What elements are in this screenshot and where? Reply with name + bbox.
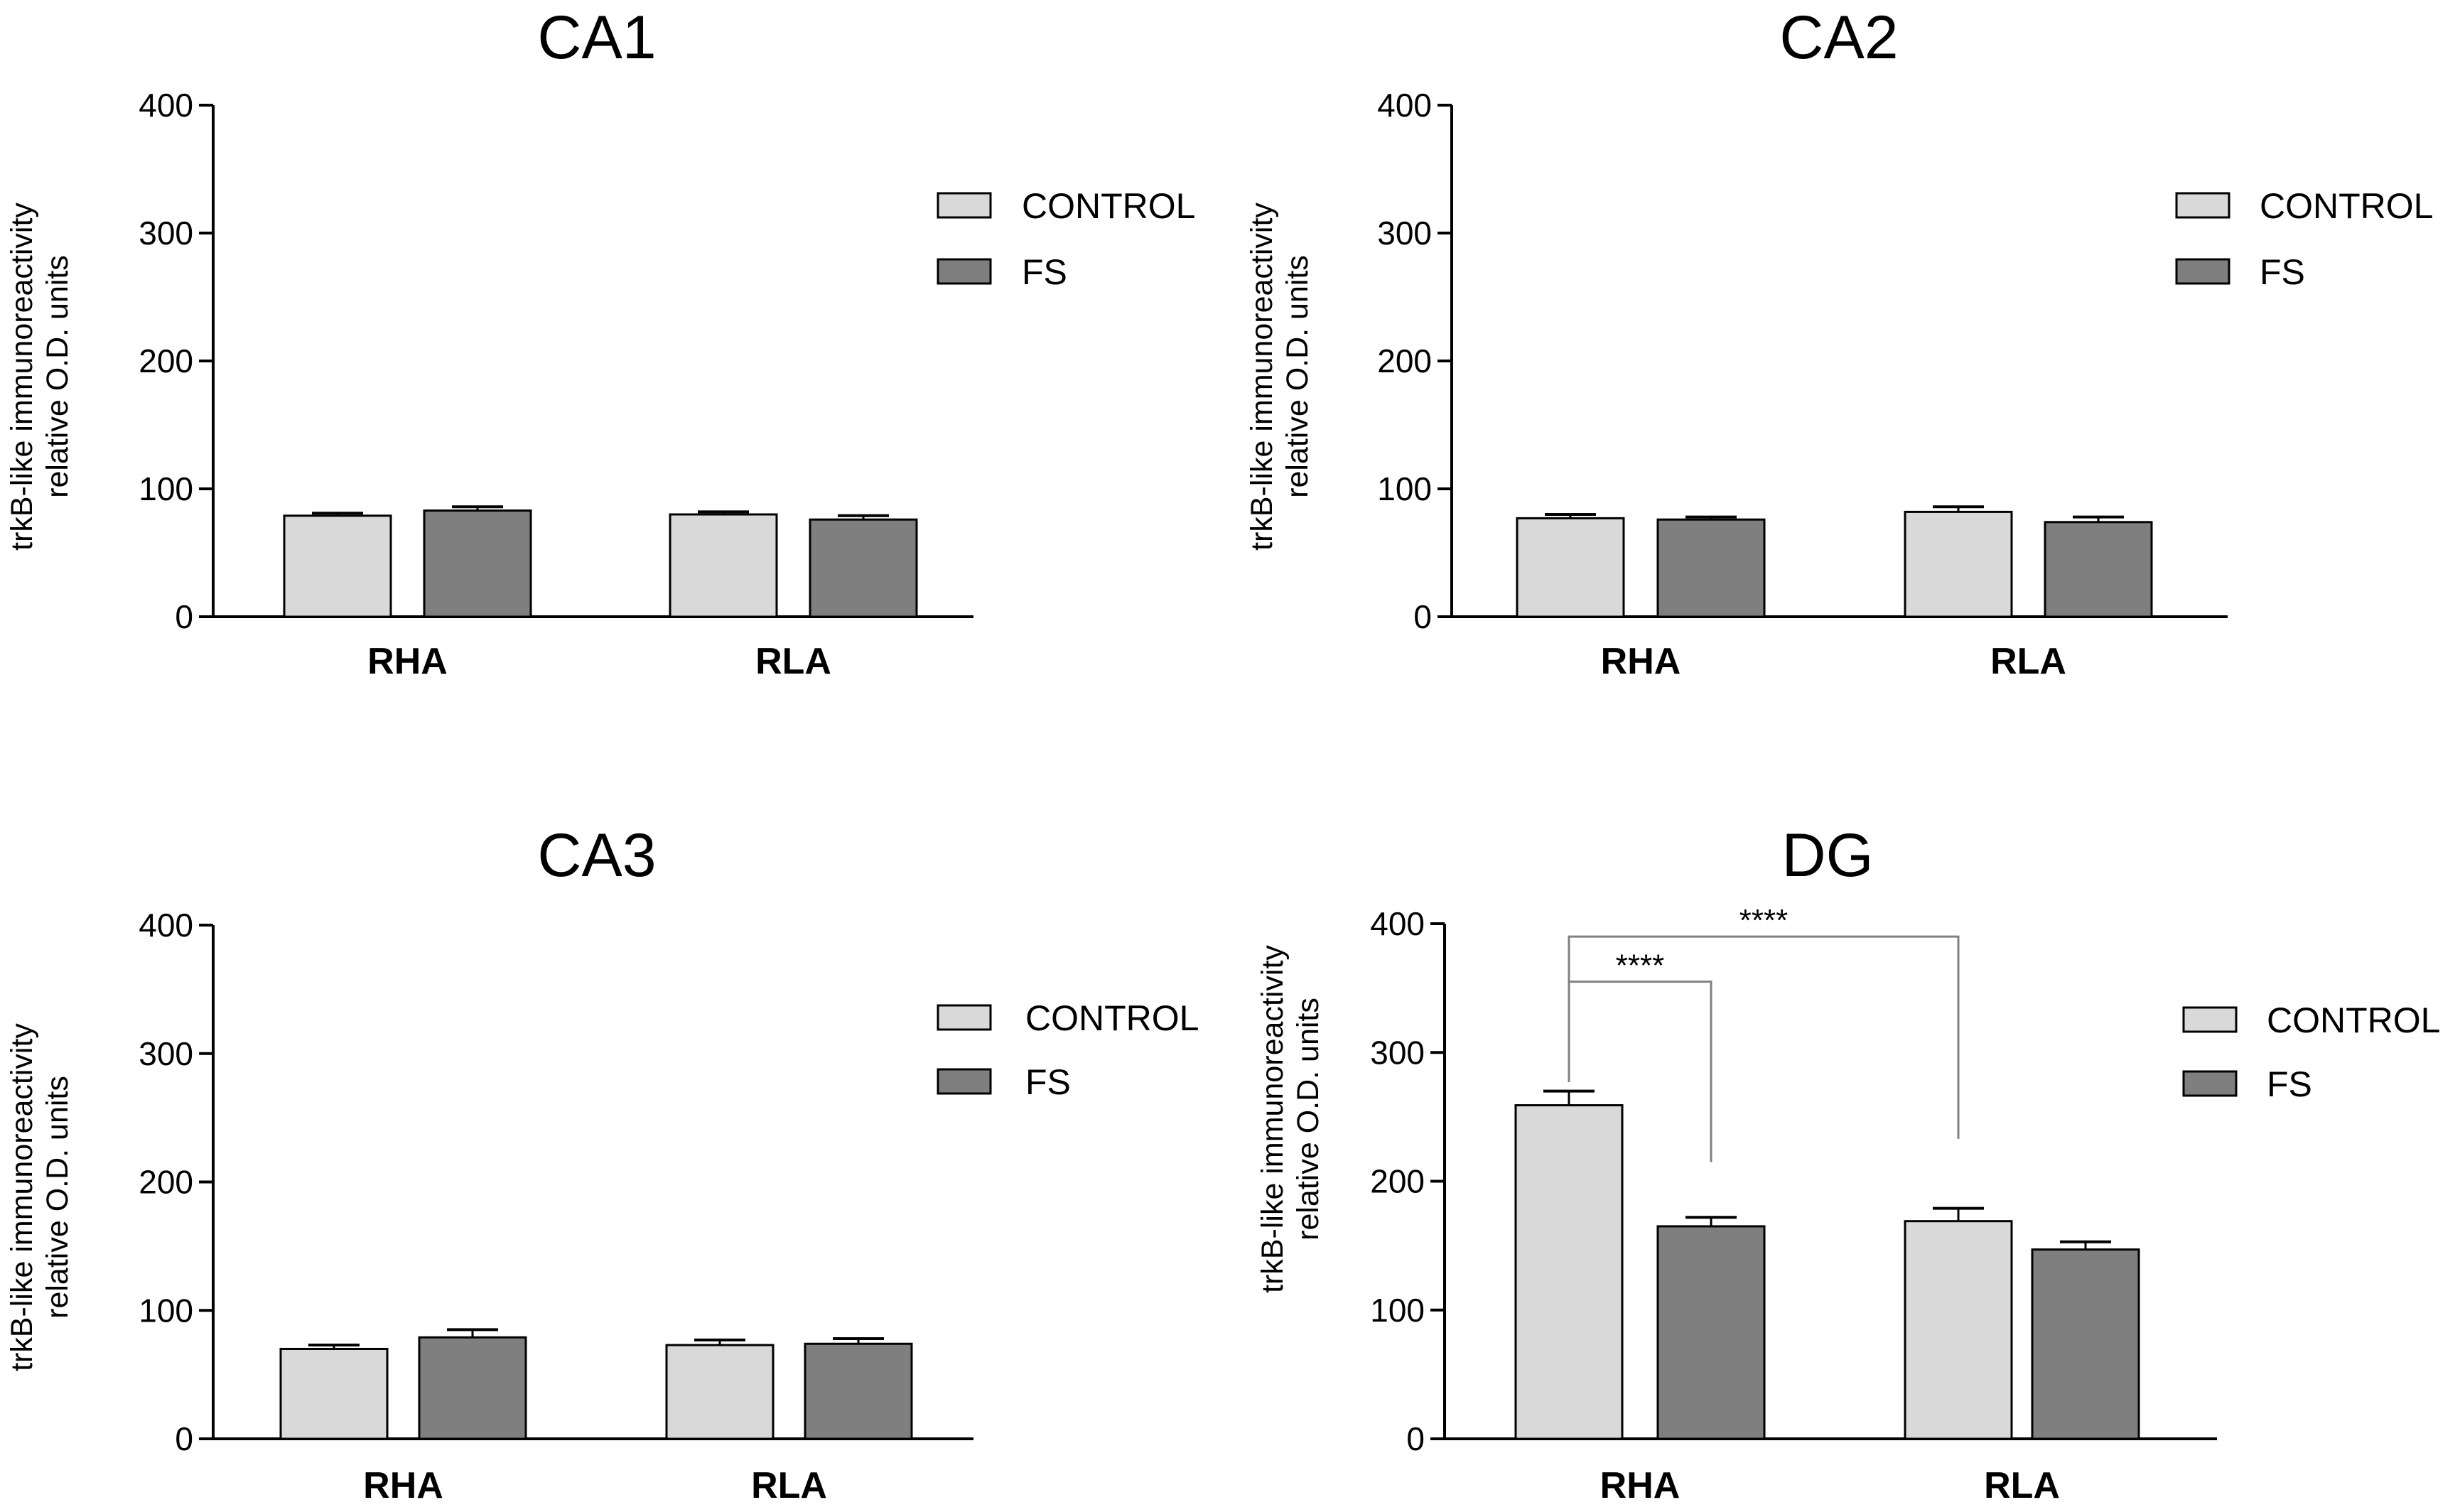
- y-tick-label: 300: [139, 215, 193, 252]
- y-tick-label: 300: [1370, 1034, 1425, 1071]
- y-tick-label: 100: [1377, 470, 1432, 507]
- bar-rla-control: [1904, 1220, 2013, 1440]
- legend-swatch-control: [2182, 1006, 2238, 1033]
- category-label-rla: RLA: [755, 641, 831, 682]
- panel-title: CA3: [537, 821, 656, 890]
- legend-label-control: CONTROL: [2267, 1000, 2440, 1040]
- panel-ca1: CA1 trkB-like immunoreactivity relative …: [5, 4, 1195, 682]
- legend-swatch-control: [937, 1004, 992, 1031]
- y-tick-label: 0: [175, 598, 193, 635]
- legend-swatch-fs: [937, 258, 992, 285]
- y-tick-label: 300: [139, 1035, 193, 1072]
- y-axis-title-line-2: relative O.D. units: [41, 255, 75, 498]
- category-label-rha: RHA: [363, 1465, 443, 1506]
- y-axis-title-line-2: relative O.D. units: [1280, 255, 1315, 498]
- y-axis-title-line-1: trkB-like immunoreactivity: [1256, 945, 1290, 1293]
- panel-dg: DG trkB-like immunoreactivity relative O…: [1256, 821, 2440, 1506]
- bar-rla-control: [1904, 510, 2013, 618]
- legend-swatch-fs: [937, 1068, 992, 1095]
- y-tick-label: 200: [1370, 1163, 1425, 1200]
- panel-title: DG: [1782, 821, 1874, 890]
- y-axis-title: trkB-like immunoreactivity relative O.D.…: [1245, 202, 1315, 551]
- bar-rla-control: [669, 513, 778, 618]
- y-axis-title-line-1: trkB-like immunoreactivity: [5, 202, 39, 551]
- y-tick-label: 200: [1377, 342, 1432, 379]
- y-tick-label: 100: [139, 1292, 193, 1329]
- legend-label-fs: FS: [2267, 1064, 2312, 1104]
- y-tick-label: 200: [139, 342, 193, 379]
- bar-rla-fs: [804, 1342, 913, 1440]
- bar-rla-fs: [2031, 1248, 2140, 1440]
- y-axis-title-line-1: trkB-like immunoreactivity: [1245, 202, 1279, 551]
- y-tick-label: 0: [175, 1420, 193, 1457]
- y-tick-label: 100: [1370, 1292, 1425, 1329]
- y-tick-label: 300: [1377, 215, 1432, 252]
- y-tick-label: 0: [1413, 598, 1432, 635]
- bar-rha-control: [1514, 1104, 1624, 1440]
- category-label-rla: RLA: [751, 1465, 827, 1506]
- category-label-rla: RLA: [1984, 1465, 2060, 1506]
- y-tick-label: 400: [1377, 87, 1432, 124]
- y-axis-title: trkB-like immunoreactivity relative O.D.…: [5, 1023, 75, 1371]
- y-tick-label: 200: [139, 1164, 193, 1201]
- category-label-rha: RHA: [1600, 1465, 1681, 1506]
- bar-rha-fs: [418, 1336, 527, 1440]
- legend-swatch-fs: [2182, 1070, 2238, 1097]
- bar-rha-fs: [1656, 1225, 1766, 1440]
- panel-ca3: CA3 trkB-like immunoreactivity relative …: [5, 821, 1199, 1506]
- significance-bracket: ****: [1568, 903, 1960, 1139]
- bar-rha-fs: [1656, 518, 1766, 618]
- significance-label: ****: [1739, 903, 1789, 938]
- category-label-rha: RHA: [367, 641, 448, 682]
- y-axis-title-line-1: trkB-like immunoreactivity: [5, 1023, 39, 1371]
- category-label-rha: RHA: [1601, 641, 1681, 682]
- y-tick-label: 0: [1406, 1420, 1425, 1457]
- bar-rha-control: [279, 1347, 389, 1440]
- legend-swatch-control: [2175, 192, 2230, 219]
- y-axis-title: trkB-like immunoreactivity relative O.D.…: [1256, 945, 1325, 1293]
- significance-bracket: ****: [1568, 949, 1712, 1162]
- panel-title: CA1: [537, 4, 656, 72]
- y-tick-label: 400: [139, 907, 193, 944]
- legend-swatch-fs: [2175, 258, 2230, 285]
- y-axis-title-line-2: relative O.D. units: [1291, 998, 1325, 1241]
- legend-label-control: CONTROL: [2260, 186, 2433, 226]
- legend-label-control: CONTROL: [1025, 998, 1199, 1038]
- y-tick-label: 400: [1370, 905, 1425, 942]
- legend-label-fs: FS: [2260, 252, 2305, 292]
- bar-rha-control: [1516, 517, 1625, 618]
- bar-rha-control: [283, 514, 392, 618]
- bar-rla-control: [665, 1344, 775, 1440]
- legend-swatch-control: [937, 192, 992, 219]
- y-axis-title: trkB-like immunoreactivity relative O.D.…: [5, 202, 75, 551]
- significance-label: ****: [1616, 949, 1665, 983]
- y-axis-title-line-2: relative O.D. units: [41, 1076, 75, 1319]
- legend-label-fs: FS: [1025, 1062, 1071, 1102]
- panel-title: CA2: [1779, 4, 1898, 72]
- y-tick-label: 400: [139, 87, 193, 124]
- category-label-rla: RLA: [1990, 641, 2066, 682]
- panel-ca2: CA2 trkB-like immunoreactivity relative …: [1245, 4, 2433, 682]
- bar-rla-fs: [809, 518, 918, 618]
- legend-label-fs: FS: [1022, 252, 1067, 292]
- bar-rla-fs: [2044, 521, 2153, 618]
- significance-bracket-line: [1568, 935, 1960, 1139]
- legend-label-control: CONTROL: [1022, 186, 1195, 226]
- bar-rha-fs: [423, 509, 532, 618]
- y-tick-label: 100: [139, 470, 193, 507]
